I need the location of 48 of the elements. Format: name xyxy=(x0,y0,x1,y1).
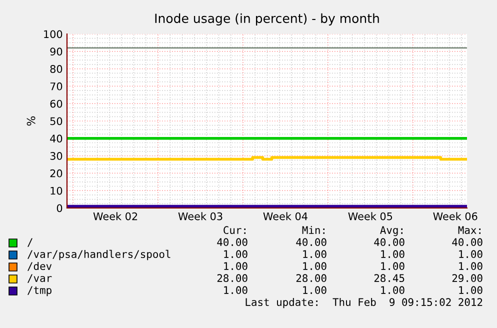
x-tick-label: Week 05 xyxy=(348,212,392,220)
chart-title: Inode usage (in percent) - by month xyxy=(155,13,379,26)
text: 40.00 xyxy=(374,238,404,246)
y-tick-label: 0 xyxy=(56,204,62,212)
y-tick-label: 10 xyxy=(50,186,62,195)
text: Avg: xyxy=(380,226,402,236)
y-tick-label: 70 xyxy=(50,82,62,90)
x-tick-label: Week 04 xyxy=(263,212,308,220)
y-tick-label: 50 xyxy=(50,117,62,126)
legend-label: /tmp xyxy=(28,286,52,296)
text: 1.00 xyxy=(381,250,404,258)
legend-label: / xyxy=(28,238,32,247)
y-axis-title: % xyxy=(26,116,36,126)
text: Last update: Thu Feb 9 09:15:02 2012 xyxy=(246,298,482,308)
text: 40.00 xyxy=(296,238,326,246)
text: 28.00 xyxy=(217,274,248,282)
y-tick-label: 20 xyxy=(50,169,62,178)
y-tick-label: 80 xyxy=(50,65,62,73)
y-tick-label: 30 xyxy=(50,152,62,160)
text: 40.00 xyxy=(452,238,482,246)
x-tick-label: Week 06 xyxy=(433,212,478,220)
legend-label: /var xyxy=(28,274,52,283)
y-tick-label: 60 xyxy=(50,100,62,108)
text: 1.00 xyxy=(303,250,326,258)
text: Cur: xyxy=(224,226,246,234)
text: 1.00 xyxy=(459,262,482,270)
text: 1.00 xyxy=(303,286,326,294)
text: 1.00 xyxy=(224,262,248,270)
text: 1.00 xyxy=(459,286,482,294)
text: Max: xyxy=(458,226,480,234)
y-tick-label: 90 xyxy=(50,48,62,56)
text: 1.00 xyxy=(381,262,404,270)
x-tick-label: Week 03 xyxy=(178,212,222,220)
legend-label: /dev xyxy=(28,262,52,271)
text: Min: xyxy=(302,226,324,234)
text: 1.00 xyxy=(381,286,404,294)
text: 28.00 xyxy=(296,274,326,282)
text: 29.00 xyxy=(452,274,482,282)
y-tick-label: 100 xyxy=(44,30,62,38)
x-tick-label: Week 02 xyxy=(93,212,138,220)
text: 1.00 xyxy=(224,250,248,258)
text: 40.00 xyxy=(217,238,248,246)
legend-label: /var/psa/handlers/spool xyxy=(28,250,170,260)
text: 1.00 xyxy=(459,250,482,258)
text: 1.00 xyxy=(303,262,326,270)
y-tick-label: 40 xyxy=(50,134,62,143)
text: 1.00 xyxy=(224,286,248,294)
text: 28.45 xyxy=(374,274,404,282)
